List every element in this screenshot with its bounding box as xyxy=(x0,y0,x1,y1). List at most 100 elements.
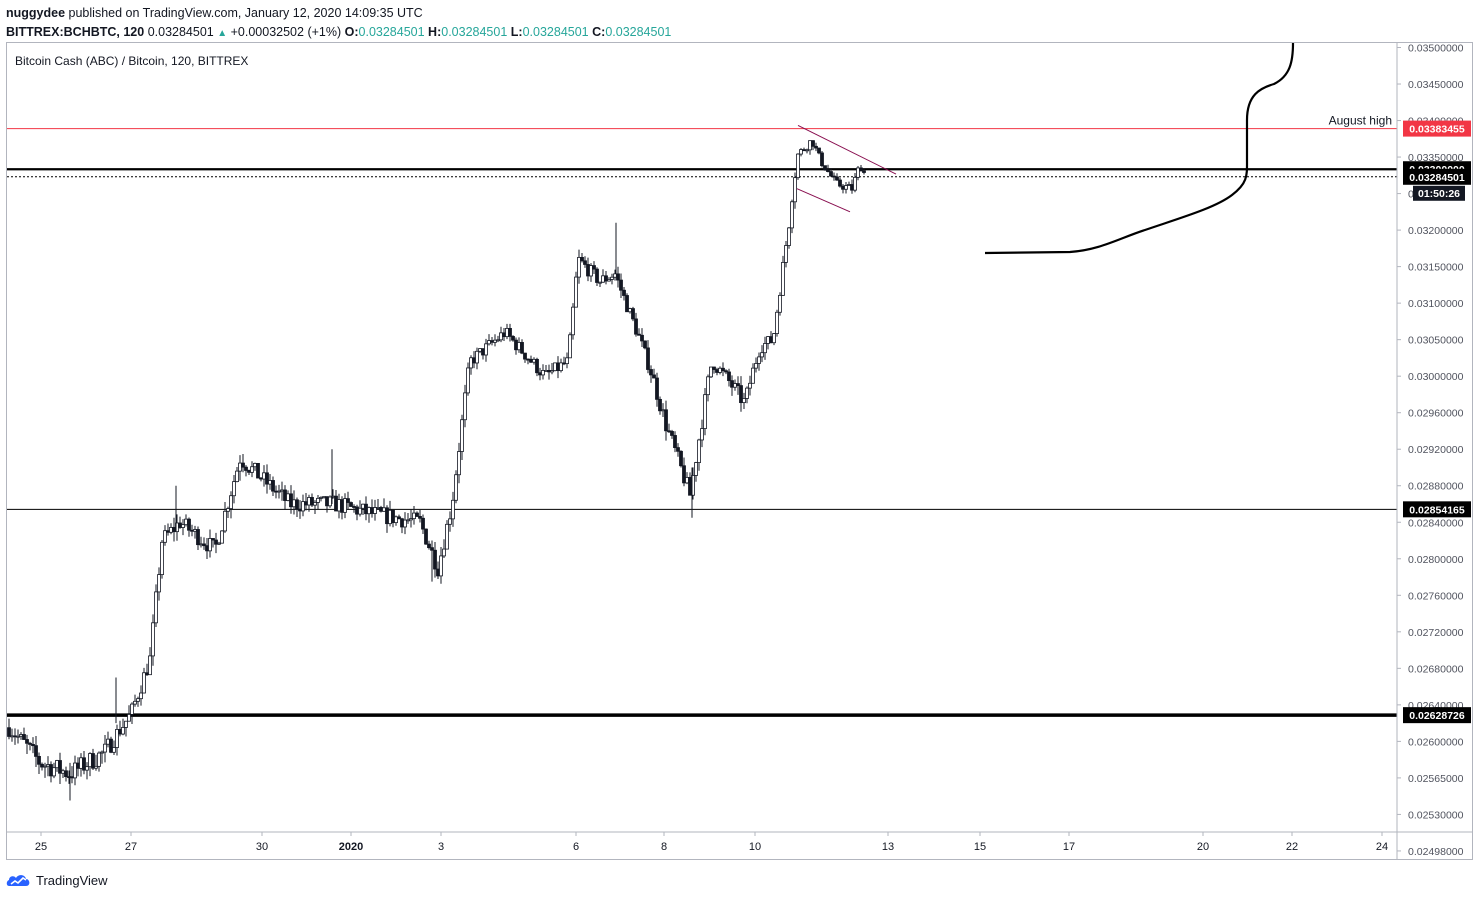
candle-body xyxy=(187,518,191,531)
candle-body xyxy=(61,770,65,774)
candle-body xyxy=(676,447,680,452)
footer-brand[interactable]: TradingView xyxy=(36,872,108,888)
candle-body xyxy=(436,568,440,577)
candle-body xyxy=(754,363,758,369)
candle-body xyxy=(7,727,11,737)
time-tick-label: 15 xyxy=(974,841,986,853)
candle-body xyxy=(34,745,38,757)
candle-body xyxy=(292,499,296,508)
candle-body xyxy=(271,480,275,492)
price-change: +0.00032502 (+1%) xyxy=(230,25,342,39)
price-tick-label: 0.02960000 xyxy=(1408,408,1464,420)
candle-body xyxy=(598,281,602,284)
candle-body xyxy=(346,498,350,503)
candle-body xyxy=(157,574,161,593)
price-axis[interactable]: 0.035000000.034500000.034000000.03350000… xyxy=(1396,43,1471,861)
chart-frame xyxy=(6,42,1473,860)
candle-body xyxy=(352,506,356,508)
candle-body xyxy=(25,739,29,744)
candle-body xyxy=(577,257,581,278)
candle-body xyxy=(178,522,182,528)
candle-body xyxy=(532,358,536,363)
candle-body xyxy=(418,516,422,519)
candle-body xyxy=(415,512,419,517)
tradingview-logo-icon[interactable] xyxy=(6,873,32,887)
time-tick-label: 8 xyxy=(661,841,667,853)
candle-body xyxy=(214,539,218,545)
candle-body xyxy=(136,698,140,702)
candle-body xyxy=(52,767,56,777)
candle-body xyxy=(646,347,650,370)
candle-body xyxy=(220,530,224,544)
candle-body xyxy=(40,763,44,768)
candle-body xyxy=(841,185,845,190)
candle-body xyxy=(151,622,155,657)
drawings-layer xyxy=(796,42,1295,255)
time-tick-label: 20 xyxy=(1197,841,1209,853)
candle-body xyxy=(217,542,221,545)
price-tick-label: 0.02720000 xyxy=(1408,627,1464,639)
candle-body xyxy=(172,527,176,533)
candle-body xyxy=(28,742,32,745)
countdown-badge xyxy=(1413,185,1465,201)
candle-body xyxy=(88,753,92,768)
price-tick-label: 0.03500000 xyxy=(1408,43,1464,55)
candle-body xyxy=(769,336,773,344)
price-tick-label: 0.03000000 xyxy=(1408,371,1464,383)
candle-body xyxy=(202,543,206,547)
candle-body xyxy=(655,377,659,400)
low-value: 0.03284501 xyxy=(522,25,589,39)
price-tick-label: 0.02840000 xyxy=(1408,517,1464,529)
candle-body xyxy=(403,519,407,528)
candle-body xyxy=(742,398,746,404)
candle-body xyxy=(76,762,80,769)
candle-body xyxy=(607,279,611,282)
candle-body xyxy=(343,498,347,513)
candle-body xyxy=(247,470,251,473)
candle-body xyxy=(730,380,734,388)
candle-body xyxy=(79,757,83,769)
candle-body xyxy=(697,439,701,463)
candle-body xyxy=(469,357,473,369)
candle-body xyxy=(421,517,425,530)
candle-body xyxy=(604,275,608,282)
candle-body xyxy=(106,738,110,745)
candle-body xyxy=(820,152,824,167)
price-tick-label: 0.03050000 xyxy=(1408,335,1464,347)
candle-body xyxy=(394,516,398,524)
chart-header: nuggydee published on TradingView.com, J… xyxy=(6,4,671,43)
candle-body xyxy=(406,519,410,522)
candle-body xyxy=(640,334,644,342)
price-tick-label: 0.02680000 xyxy=(1408,663,1464,675)
candle-body xyxy=(124,720,128,728)
candle-body xyxy=(256,462,260,479)
candle-body xyxy=(64,770,68,778)
author-name[interactable]: nuggydee xyxy=(6,6,66,20)
price-level-label: 0.03284501 xyxy=(1409,172,1465,184)
candle-body xyxy=(673,435,677,448)
candle-body xyxy=(544,369,548,372)
low-label: L: xyxy=(510,25,523,39)
time-axis[interactable]: 25 27 30 2020 3 6 8 10 13 15 17 20 22 24 xyxy=(6,831,1473,853)
candle-body xyxy=(514,339,518,351)
candle-body xyxy=(142,672,146,694)
candle-body xyxy=(268,480,272,485)
candle-body xyxy=(823,165,827,171)
candle-body xyxy=(505,328,509,338)
candle-body xyxy=(628,308,632,313)
candle-body xyxy=(229,495,233,509)
candle-body xyxy=(631,308,635,320)
candle-body xyxy=(799,149,803,155)
candle-body xyxy=(592,265,596,270)
candle-body xyxy=(826,169,830,172)
candle-body xyxy=(661,409,665,412)
time-tick-label: 22 xyxy=(1286,841,1298,853)
ohlc-line: BITTREX:BCHBTC, 120 0.03284501 ▲ +0.0003… xyxy=(6,23,671,43)
candle-body xyxy=(43,765,47,768)
candle-body xyxy=(235,470,239,483)
candle-body xyxy=(262,472,266,480)
candle-body xyxy=(196,529,200,546)
candle-body xyxy=(334,495,338,512)
candle-body xyxy=(529,358,533,363)
